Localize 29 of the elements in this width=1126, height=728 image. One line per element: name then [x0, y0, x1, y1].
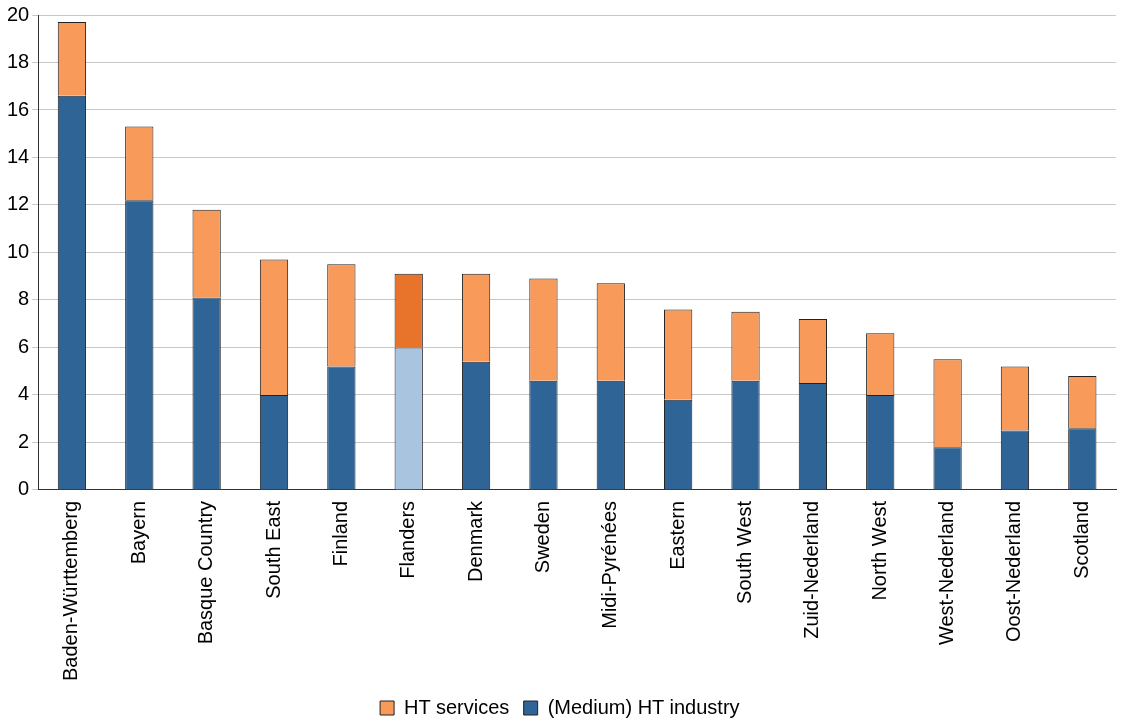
x-tick-label: Flanders	[396, 500, 419, 579]
x-tick-label: Basque Country	[194, 500, 217, 645]
x-tick-label: Eastern	[665, 500, 688, 570]
x-tick-label: Scotland	[1069, 500, 1092, 579]
y-tick-label: 4	[18, 382, 30, 405]
y-tick-label: 6	[18, 334, 30, 357]
x-tick-label: Zuid-Nederland	[800, 500, 823, 639]
y-tick-label: 0	[18, 477, 30, 500]
x-tick-label: South West	[733, 500, 756, 604]
y-tick-label: 2	[18, 429, 30, 452]
y-tick-label: 16	[7, 97, 30, 120]
x-tick-label: Finland	[328, 500, 351, 567]
x-tick-label: Oost-Nederland	[1002, 500, 1025, 643]
y-tick-label: 20	[7, 2, 30, 25]
y-tick-label: 12	[7, 192, 30, 215]
x-tick-label: Baden-Württemberg	[59, 500, 82, 681]
legend-label: (Medium) HT industry	[547, 695, 740, 718]
x-tick-label: Bayern	[126, 500, 149, 565]
x-tick-label: North West	[867, 500, 890, 601]
x-tick-label: South East	[261, 500, 284, 599]
x-tick-label: West-Nederland	[935, 500, 958, 646]
x-tick-label: Sweden	[530, 500, 553, 574]
y-tick-label: 8	[18, 287, 30, 310]
x-tick-label: Midi-Pyrénées	[598, 500, 621, 629]
x-tick-label: Denmark	[463, 499, 486, 583]
legend-label: HT services	[404, 695, 510, 718]
y-tick-label: 10	[7, 239, 30, 262]
y-tick-label: 14	[7, 144, 30, 167]
y-tick-label: 18	[7, 50, 30, 73]
